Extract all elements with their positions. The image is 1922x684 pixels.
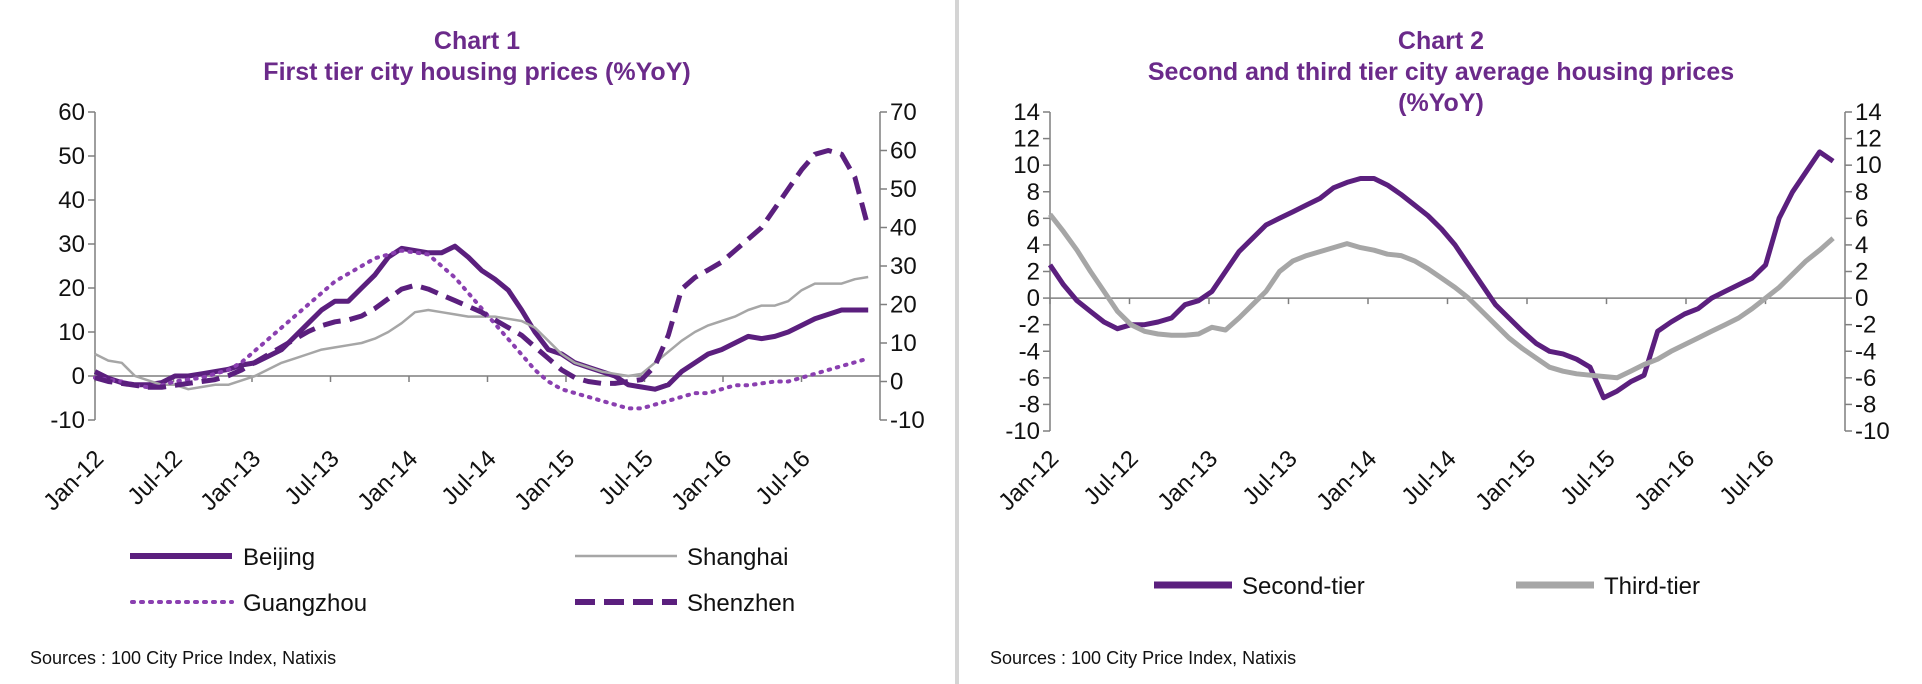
c2-x-tick-label: Jan-13 — [1152, 445, 1223, 516]
c1-right-tick-label: -10 — [890, 407, 925, 434]
c2-left-tick-label: -2 — [1019, 312, 1040, 339]
c1-right-tick-label: 10 — [890, 330, 917, 357]
c2-right-tick-label: 14 — [1855, 99, 1882, 126]
c1-x-tick-label: Jan-13 — [195, 445, 266, 516]
c2-x-tick-label: Jul-16 — [1714, 445, 1779, 510]
chart2-title: Chart 2 Second and third tier city avera… — [960, 26, 1922, 119]
legend-second-tier-label: Second-tier — [1242, 573, 1365, 600]
series-line-shanghai — [94, 275, 869, 391]
chart1-title: Chart 1 First tier city housing prices (… — [0, 26, 954, 88]
c2-right-tick-label: -6 — [1855, 365, 1876, 392]
c2-right-tick-label: -10 — [1855, 418, 1890, 445]
c1-x-tick-label: Jul-12 — [122, 445, 187, 510]
c2-x-tick-label: Jul-15 — [1555, 445, 1620, 510]
c1-x-tick-label: Jul-15 — [593, 445, 658, 510]
c2-x-tick-label: Jul-13 — [1237, 445, 1302, 510]
legend-shenzhen-label: Shenzhen — [687, 590, 795, 617]
chart1-source: Sources : 100 City Price Index, Natixis — [30, 648, 337, 668]
c2-right-tick-label: 12 — [1855, 126, 1882, 153]
series-line-beijing — [93, 243, 869, 392]
c1-left-tick-label: -10 — [50, 407, 85, 434]
series-line-shenzhen — [94, 148, 871, 390]
legend-third-tier-label: Third-tier — [1604, 573, 1700, 600]
chart2-source: Sources : 100 City Price Index, Natixis — [990, 648, 1297, 668]
chart1-title-line1: Chart 1 — [433, 27, 521, 55]
c1-x-tick-label: Jan-12 — [38, 445, 109, 516]
c2-x-tick-label: Jan-16 — [1629, 445, 1700, 516]
chart2-title-line2: Second and third tier city average housi… — [1147, 58, 1735, 86]
c2-x-tick-label: Jan-15 — [1470, 445, 1541, 516]
chart2-title-line1: Chart 2 — [1397, 27, 1485, 55]
series-line-second-tier — [1047, 149, 1835, 401]
c1-x-tick-label: Jul-13 — [279, 445, 344, 510]
c1-right-tick-label: 0 — [890, 369, 903, 396]
c2-right-tick-label: 8 — [1855, 179, 1868, 206]
series-line-third-tier — [1048, 212, 1835, 381]
c2-left-tick-label: 10 — [1013, 152, 1040, 179]
c1-x-tick-label: Jan-15 — [509, 445, 580, 516]
c1-x-tick-label: Jul-14 — [436, 445, 501, 510]
c2-left-tick-label: 12 — [1013, 126, 1040, 153]
c2-right-tick-label: -4 — [1855, 338, 1876, 365]
c1-right-tick-label: 40 — [890, 215, 917, 242]
c2-left-tick-label: 6 — [1027, 205, 1040, 232]
legend-shanghai-label: Shanghai — [687, 544, 788, 571]
c2-right-tick-label: 6 — [1855, 205, 1868, 232]
series-line-guangzhou — [93, 248, 871, 411]
c2-right-tick-label: 10 — [1855, 152, 1882, 179]
c2-left-tick-label: -10 — [1005, 418, 1040, 445]
chart1-panel: Chart 1 First tier city housing prices (… — [0, 0, 954, 684]
c1-x-tick-label: Jan-14 — [352, 445, 423, 516]
c2-x-tick-label: Jul-12 — [1078, 445, 1143, 510]
c1-left-tick-label: 20 — [58, 275, 85, 302]
chart2-legend: Second-tier Third-tier — [1154, 573, 1700, 600]
c2-left-tick-label: -4 — [1019, 338, 1040, 365]
panel-divider — [955, 0, 959, 684]
c2-left-tick-label: -6 — [1019, 365, 1040, 392]
c1-x-tick-label: Jul-16 — [750, 445, 815, 510]
c1-left-tick-label: 40 — [58, 187, 85, 214]
legend-guangzhou-label: Guangzhou — [243, 590, 367, 617]
c1-left-tick-label: 50 — [58, 143, 85, 170]
c2-right-tick-label: -2 — [1855, 312, 1876, 339]
c2-x-tick-label: Jan-12 — [993, 445, 1064, 516]
chart2-svg: 14121086420-2-4-6-8-1014121086420-2-4-6-… — [993, 99, 1890, 600]
c2-right-tick-label: -8 — [1855, 391, 1876, 418]
c2-left-tick-label: 0 — [1027, 285, 1040, 312]
c1-left-tick-label: 60 — [58, 99, 85, 126]
c1-right-tick-label: 50 — [890, 176, 917, 203]
legend-beijing-label: Beijing — [243, 544, 315, 571]
c2-left-tick-label: -8 — [1019, 391, 1040, 418]
chart2-panel: Chart 2 Second and third tier city avera… — [960, 0, 1922, 684]
c1-right-tick-label: 30 — [890, 253, 917, 280]
c1-right-tick-label: 70 — [890, 99, 917, 126]
c2-x-tick-label: Jul-14 — [1396, 445, 1461, 510]
c2-right-tick-label: 4 — [1855, 232, 1868, 259]
c2-right-tick-label: 0 — [1855, 285, 1868, 312]
chart2-title-line3: (%YoY) — [1398, 89, 1484, 117]
chart1-legend: Beijing Shanghai Guangzhou Shenzhen — [130, 544, 795, 617]
chart1-title-line2: First tier city housing prices (%YoY) — [263, 58, 691, 86]
c1-left-tick-label: 0 — [72, 363, 85, 390]
c2-x-tick-label: Jan-14 — [1311, 445, 1382, 516]
chart1-svg: 60 50 40 30 20 10 0 -10 70 60 50 40 30 20 10 0 -10 Jan-12… — [38, 99, 925, 617]
c1-left-tick-label: 30 — [58, 231, 85, 258]
c2-left-tick-label: 8 — [1027, 179, 1040, 206]
c1-right-tick-label: 60 — [890, 138, 917, 165]
c2-left-tick-label: 4 — [1027, 232, 1040, 259]
c2-left-tick-label: 2 — [1027, 259, 1040, 286]
c2-left-tick-label: 14 — [1013, 99, 1040, 126]
c2-right-tick-label: 2 — [1855, 259, 1868, 286]
c1-x-tick-label: Jan-16 — [666, 445, 737, 516]
c1-left-tick-label: 10 — [58, 319, 85, 346]
c1-right-tick-label: 20 — [890, 292, 917, 319]
